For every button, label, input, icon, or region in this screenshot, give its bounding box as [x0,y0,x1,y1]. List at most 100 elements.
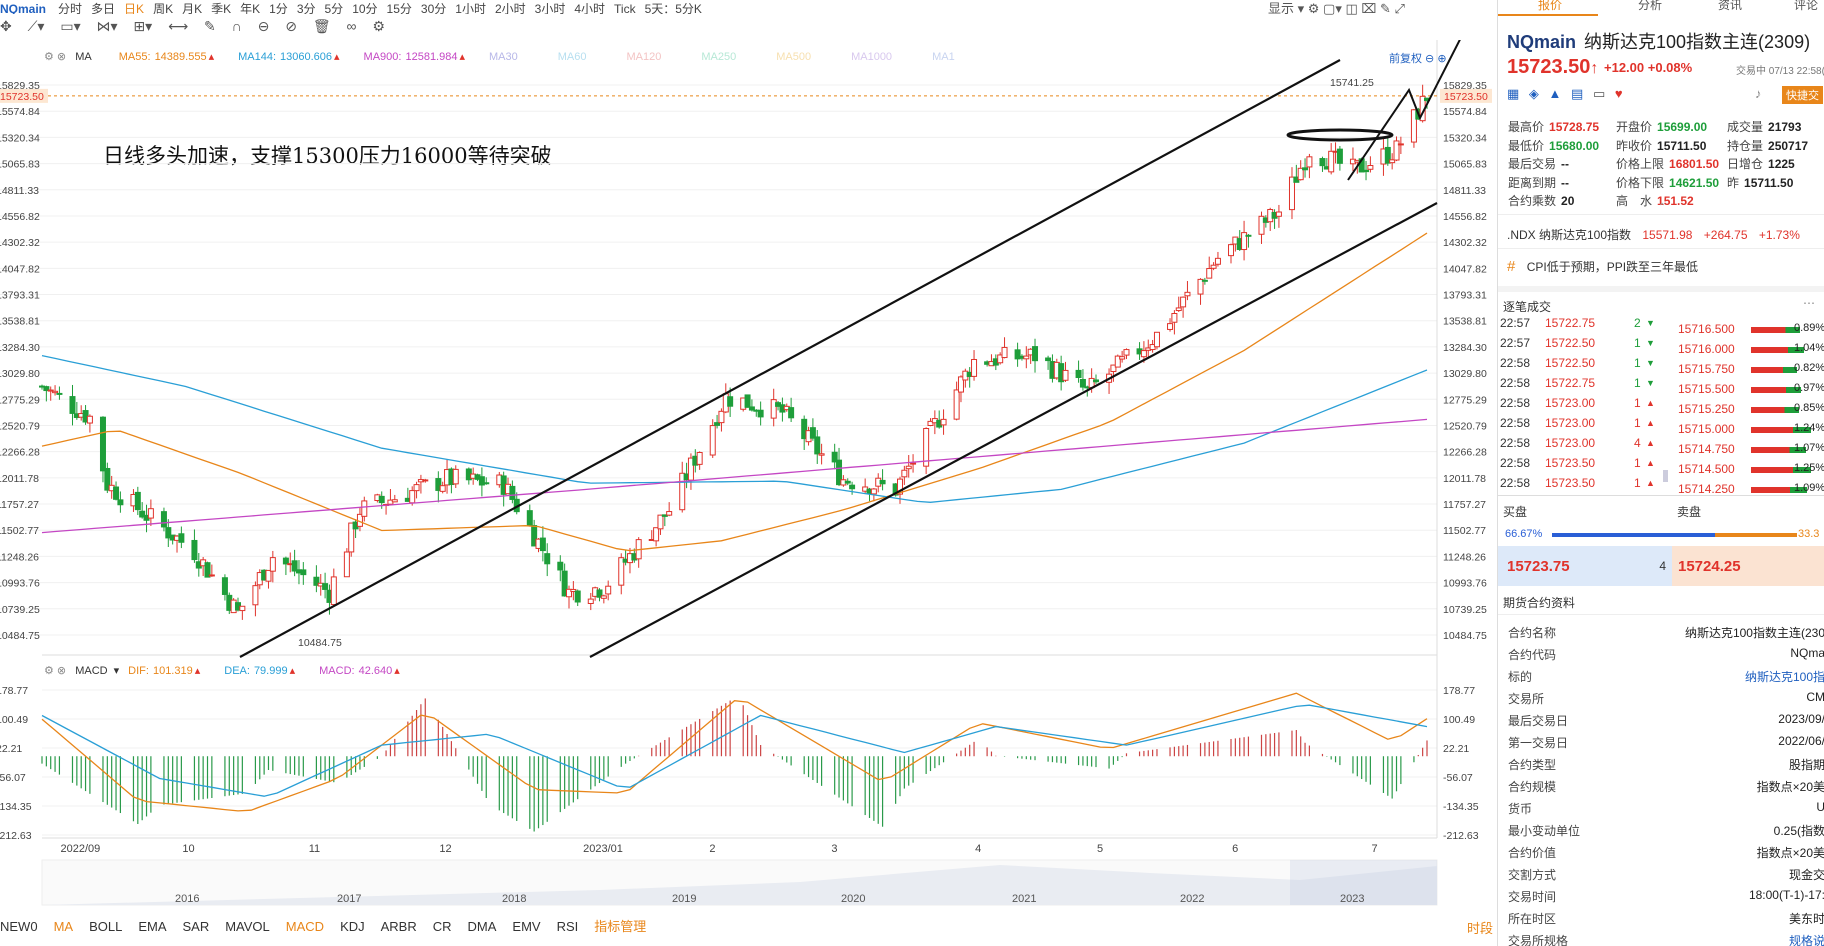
period-8[interactable]: 3分 [296,2,316,14]
macd-settings-icon[interactable]: ⚙ ⊗ [44,665,67,677]
ma-settings-icon[interactable]: ⚙ ⊗ [44,51,67,63]
shape-tool-icon[interactable]: ▭▾ [60,18,81,34]
period-11[interactable]: 15分 [386,2,412,14]
indicator-10[interactable]: DMA [467,919,497,934]
measure-tool-icon[interactable]: ⟷ [168,18,189,34]
favorite-icon[interactable]: ♥ [1614,86,1623,101]
alert-icon[interactable]: ◈ [1528,86,1539,101]
chart-icon[interactable]: ▤ [1571,86,1584,101]
ask-box[interactable]: 15724.25 [1672,546,1824,586]
contract-value[interactable]: 规格说 [1788,934,1824,946]
period-18[interactable]: 5天：5分K [644,2,702,14]
period-2[interactable]: 日K [124,2,145,14]
collapse-chevron-icon[interactable]: ⌃ [1658,202,1667,213]
macd-legend-item[interactable]: DEA: [224,665,250,677]
consolidation-ellipse[interactable] [1286,128,1394,142]
more-icon[interactable]: ⋯ [1803,296,1815,310]
period-3[interactable]: 周K [153,2,174,14]
indicator-9[interactable]: CR [432,919,452,934]
ma-legend-item[interactable]: MA30 [489,51,518,63]
period-15[interactable]: 3小时 [534,2,566,14]
trendline-tool-icon[interactable]: ⟋▾ [27,18,45,34]
candle-body [1288,176,1295,211]
period-17[interactable]: Tick [614,2,636,14]
indicator-7[interactable]: KDJ [340,919,365,934]
period-6[interactable]: 年K [240,2,261,14]
display-menu[interactable]: 显示 ▾ ⚙ ▢▾ ◫ ⌧ ✎ ⤢ [1268,1,1405,16]
period-7[interactable]: 1分 [269,2,288,14]
fork-tool-icon[interactable]: ⋈▾ [96,18,118,34]
period-13[interactable]: 1小时 [455,2,486,14]
adjust-toggle[interactable]: 前复权 ⊖ ⊕ [1389,53,1447,65]
contract-value[interactable]: 纳斯达克100指 [1744,670,1824,684]
ma-legend-item[interactable]: MA250 [701,51,737,63]
note-icon[interactable]: ▭ [1592,86,1606,101]
period-1[interactable]: 多日 [91,2,116,14]
tab-quote[interactable]: 报价 [1538,0,1563,12]
bell-icon[interactable]: ♪ [1755,86,1762,101]
ma-legend-item[interactable]: MA900: [363,51,402,63]
macd-legend-item[interactable]: MACD: [319,665,355,677]
period-16[interactable]: 4小时 [574,2,606,14]
period-10[interactable]: 10分 [352,2,378,14]
indicator-8[interactable]: ARBR [380,919,417,934]
indicator-3[interactable]: EMA [138,919,167,934]
ma-legend-item[interactable]: MA1000 [851,51,893,63]
overview-window[interactable] [1290,860,1437,905]
indicator-5[interactable]: MAVOL [225,919,270,934]
link-icon[interactable]: ∞ [346,18,357,34]
ma-legend-item[interactable]: MA144: [238,51,277,63]
quick-trade-button[interactable]: 快捷交 [1782,86,1823,104]
ma-legend-name[interactable]: MA [75,51,92,63]
macd-legend-item[interactable]: DIF: [128,665,149,677]
macd-legend-name[interactable]: MACD [75,665,108,677]
lock-icon[interactable]: ⊖ [257,18,270,34]
period-5[interactable]: 季K [211,2,232,14]
ma-legend-item[interactable]: MA60 [557,51,587,63]
indicator-0[interactable]: NEW0 [0,919,38,934]
x-axis-label: 5 [1097,843,1103,855]
session-button[interactable]: 时段 [1467,921,1494,936]
period-0[interactable]: 分时 [58,2,83,14]
channel-upper-line[interactable] [239,59,1341,658]
period-9[interactable]: 5分 [324,2,344,14]
tab-news[interactable]: 资讯 [1718,0,1743,12]
indicator-4[interactable]: SAR [182,919,210,934]
indicator-2[interactable]: BOLL [89,919,123,934]
gear-icon[interactable]: ⚙ [372,18,385,34]
overview-year-label: 2017 [337,893,361,905]
scrollbar[interactable] [1663,470,1668,482]
channel-lower-line[interactable] [589,202,1438,658]
eye-icon[interactable]: ⊘ [285,18,297,34]
ma-legend-item[interactable]: MA55: [118,51,151,63]
indicator-6[interactable]: MACD [285,919,325,934]
news-headline[interactable]: # CPI低于预期，PPI跌至三年最低 [1507,258,1698,275]
ma-legend-item[interactable]: MA1 [932,51,955,63]
crosshair-icon[interactable]: ✥ [0,18,12,34]
index-quote[interactable]: .NDX 纳斯达克100指数 15571.98 +264.75 +1.73% [1507,226,1800,243]
ma-legend-item[interactable]: MA120 [626,51,662,63]
magnet-icon[interactable]: ∩ [231,18,242,34]
period-14[interactable]: 2小时 [494,2,526,14]
ma-legend-item[interactable]: MA500 [776,51,812,63]
symbol-selector[interactable]: NQmain [0,2,47,14]
period-4[interactable]: 月K [182,2,203,14]
fib-tool-icon[interactable]: ⊞▾ [133,18,153,34]
period-12[interactable]: 30分 [420,2,447,14]
tab-comments[interactable]: 评论 [1794,0,1819,12]
warning-icon[interactable]: ▲ [1548,86,1562,101]
bid-box[interactable]: 15723.75 4 [1498,546,1672,586]
x-axis-label: 2 [709,843,715,855]
stat-item: 最高价 15728.75 [1508,118,1599,135]
price-chart[interactable]: 15829.3515829.3515574.8415574.8415320.34… [0,40,1497,910]
pencil-icon[interactable]: ✎ [204,18,216,34]
tab-analysis[interactable]: 分析 [1638,0,1663,12]
flag-icon[interactable]: ▦ [1507,86,1520,101]
indicator-12[interactable]: RSI [556,919,579,934]
indicator-11[interactable]: EMV [512,919,541,934]
indicator-1[interactable]: MA [53,919,74,934]
breakout-arrow[interactable] [1347,40,1475,181]
indicator-13[interactable]: 指标管理 [594,919,647,934]
trade-price: 15722.75 [1545,316,1596,330]
trash-icon[interactable]: 🗑 [312,18,331,34]
